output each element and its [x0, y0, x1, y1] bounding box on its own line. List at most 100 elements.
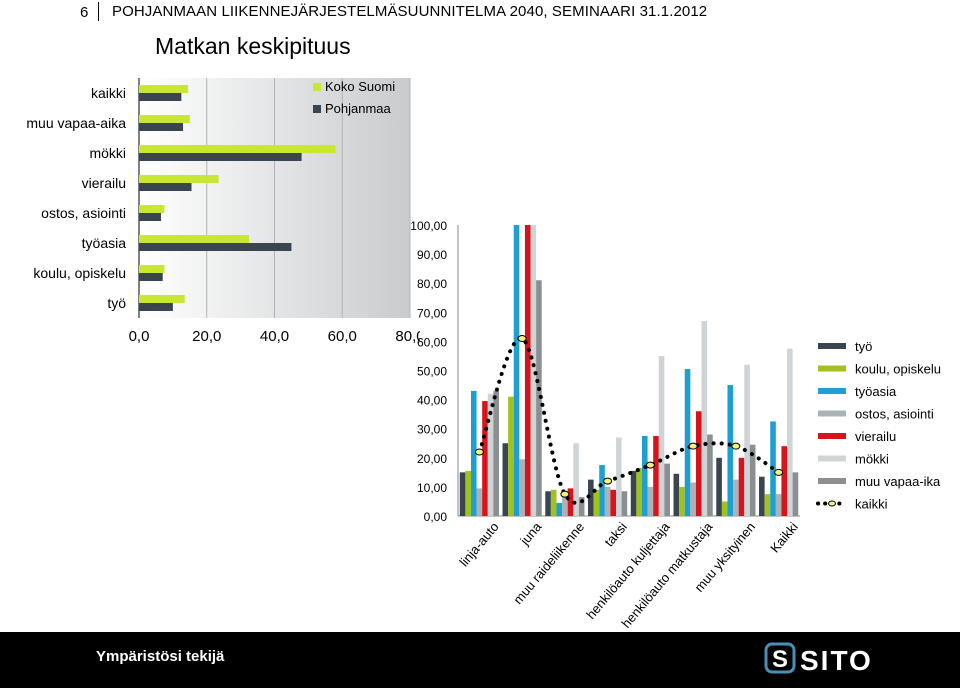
- bar-muu-vapaa-ika-taksi: [621, 491, 628, 516]
- x-tick-label: 80,0: [395, 328, 420, 345]
- bar-vierailu-muu-raideliikenne: [567, 488, 574, 516]
- category-label-linja-auto: linja-auto: [456, 519, 501, 569]
- bar-muu-vapaa-ika-juna: [536, 280, 542, 516]
- bar-koulu-opiskelu-henkilöauto-kuljettaja: [636, 467, 642, 516]
- y-tick-label: 40,00: [417, 394, 447, 408]
- y-tick-label: 100,00: [410, 219, 447, 233]
- bar-työ-juna: [502, 443, 509, 516]
- legend-marker-kaikki: [828, 500, 836, 507]
- category-label-työasia: työasia: [82, 235, 127, 251]
- legend-swatch-pohjanmaa: [313, 105, 321, 113]
- legend-label-vierailu: vierailu: [855, 429, 896, 444]
- bar-pohjanmaa-ostos-asiointi: [139, 213, 162, 221]
- legend-swatch-koko-suomi: [313, 83, 321, 91]
- bar-muu-vapaa-ika-muu-yksityinen: [749, 444, 756, 516]
- category-label-ostos-asiointi: ostos, asiointi: [41, 205, 126, 221]
- bar-työasia-henkilöauto-matkustaja: [684, 369, 691, 516]
- svg-text:S: S: [772, 646, 788, 673]
- bar-mökki-muu-yksityinen: [744, 364, 750, 516]
- marker-kaikki-juna: [517, 334, 527, 342]
- bar-pohjanmaa-muu-vapaa-aika: [139, 123, 184, 131]
- y-tick-label: 20,00: [417, 452, 447, 466]
- bar-työasia-muu-yksityinen: [727, 385, 734, 516]
- bar-mökki-henkilöauto-matkustaja: [701, 321, 708, 516]
- x-tick-label: 0,0: [129, 328, 150, 345]
- bar-työ-muu-raideliikenne: [545, 491, 551, 516]
- bar-koulu-opiskelu-muu-raideliikenne: [550, 489, 557, 516]
- y-tick-label: 70,00: [417, 306, 447, 320]
- bar-mökki-juna: [530, 225, 537, 516]
- legend-swatch-muu-vapaa-ika: [818, 478, 846, 484]
- bar-koulu-opiskelu-kaikki: [764, 494, 771, 516]
- legend-label-mökki: mökki: [855, 452, 889, 467]
- bar-muu-vapaa-ika-henkilöauto-matkustaja: [707, 434, 713, 516]
- legend-swatch-mökki: [818, 455, 846, 462]
- category-label-henkilöauto-kuljettaja: henkilöauto kuljettaja: [583, 519, 673, 622]
- bar-koko-suomi-ostos-asiointi: [139, 205, 165, 213]
- bar-koko-suomi-mökki: [139, 145, 336, 153]
- marker-kaikki-kaikki: [774, 468, 784, 476]
- chart-title: Matkan keskipituus: [155, 33, 351, 59]
- y-tick-label: 10,00: [417, 481, 447, 495]
- legend-swatch-ostos-asiointi: [818, 410, 846, 417]
- marker-kaikki-henkilöauto-matkustaja: [688, 442, 698, 450]
- bar-työasia-henkilöauto-kuljettaja: [641, 435, 648, 516]
- legend-label-kaikki: kaikki: [855, 497, 888, 512]
- legend-label-muu-vapaa-ika: muu vapaa-ika: [855, 474, 941, 489]
- category-label-vierailu: vierailu: [82, 175, 126, 191]
- y-tick-label: 80,00: [417, 277, 447, 291]
- footer-slogan: Ympäristösi tekijä: [96, 648, 225, 665]
- category-label-mökki: mökki: [89, 145, 126, 161]
- category-label-koulu-opiskelu: koulu, opiskelu: [33, 265, 126, 281]
- legend-swatch-vierailu: [818, 433, 846, 439]
- bar-muu-vapaa-ika-muu-raideliikenne: [578, 497, 585, 516]
- svg-text:SITO: SITO: [800, 645, 873, 676]
- category-label-kaikki: kaikki: [91, 85, 126, 101]
- legend-label-työasia: työasia: [855, 384, 897, 399]
- bar-vierailu-muu-yksityinen: [738, 457, 745, 516]
- bar-ostos-asiointi-linja-auto: [476, 488, 483, 516]
- legend-swatch-koulu-opiskelu: [818, 365, 846, 372]
- bar-ostos-asiointi-taksi: [604, 486, 611, 516]
- bar-mökki-henkilöauto-kuljettaja: [658, 355, 665, 516]
- sito-logo: S SITO: [764, 642, 873, 676]
- bar-vierailu-juna: [524, 225, 531, 516]
- bar-koulu-opiskelu-juna: [508, 396, 514, 516]
- marker-kaikki-linja-auto: [474, 448, 484, 456]
- bar-pohjanmaa-työasia: [139, 243, 292, 251]
- bar-pohjanmaa-työ: [139, 303, 173, 311]
- bar-työ-taksi: [588, 479, 594, 516]
- bar-työ-henkilöauto-matkustaja: [673, 473, 680, 516]
- bar-mökki-kaikki: [787, 348, 793, 516]
- bar-pohjanmaa-kaikki: [139, 93, 182, 101]
- bar-ostos-asiointi-henkilöauto-kuljettaja: [647, 486, 654, 516]
- page-number: 6: [80, 4, 89, 21]
- bar-pohjanmaa-mökki: [139, 153, 302, 161]
- bar-ostos-asiointi-muu-raideliikenne: [562, 497, 568, 516]
- marker-kaikki-henkilöauto-kuljettaja: [645, 461, 655, 469]
- marker-kaikki-muu-raideliikenne: [560, 490, 570, 498]
- vertical-bar-chart: 0,00 10,00 20,00 30,00 40,00 50,00 60,00 70,00 8…: [410, 219, 941, 630]
- bar-koulu-opiskelu-muu-yksityinen: [721, 501, 728, 516]
- bar-koulu-opiskelu-taksi: [593, 489, 600, 516]
- category-label-kaikki: Kaikki: [767, 519, 801, 555]
- bar-muu-vapaa-ika-henkilöauto-kuljettaja: [664, 463, 670, 516]
- y-tick-label: 60,00: [417, 335, 447, 349]
- bar-työasia-linja-auto: [470, 390, 477, 516]
- legend-swatch-työasia: [818, 388, 846, 394]
- legend-label-työ: työ: [855, 339, 872, 354]
- category-label-juna: juna: [516, 519, 544, 549]
- y-tick-label: 90,00: [417, 248, 447, 262]
- bar-työ-kaikki: [759, 476, 765, 516]
- horizontal-bar-chart: 0,0 20,0 40,0 60,0 80,0 kaikki muu vapaa-aika m…: [26, 78, 420, 345]
- bar-koko-suomi-koulu-opiskelu: [139, 265, 165, 273]
- bar-mökki-linja-auto: [487, 393, 494, 516]
- bar-työ-henkilöauto-kuljettaja: [630, 470, 637, 516]
- bar-koko-suomi-työ: [139, 295, 185, 303]
- footer-bar: [0, 632, 960, 688]
- y-tick-label: 0,00: [424, 510, 448, 524]
- bar-koko-suomi-työasia: [139, 235, 250, 243]
- bar-vierailu-henkilöauto-matkustaja: [695, 411, 702, 516]
- bar-ostos-asiointi-muu-yksityinen: [733, 479, 739, 516]
- marker-kaikki-taksi: [603, 477, 613, 485]
